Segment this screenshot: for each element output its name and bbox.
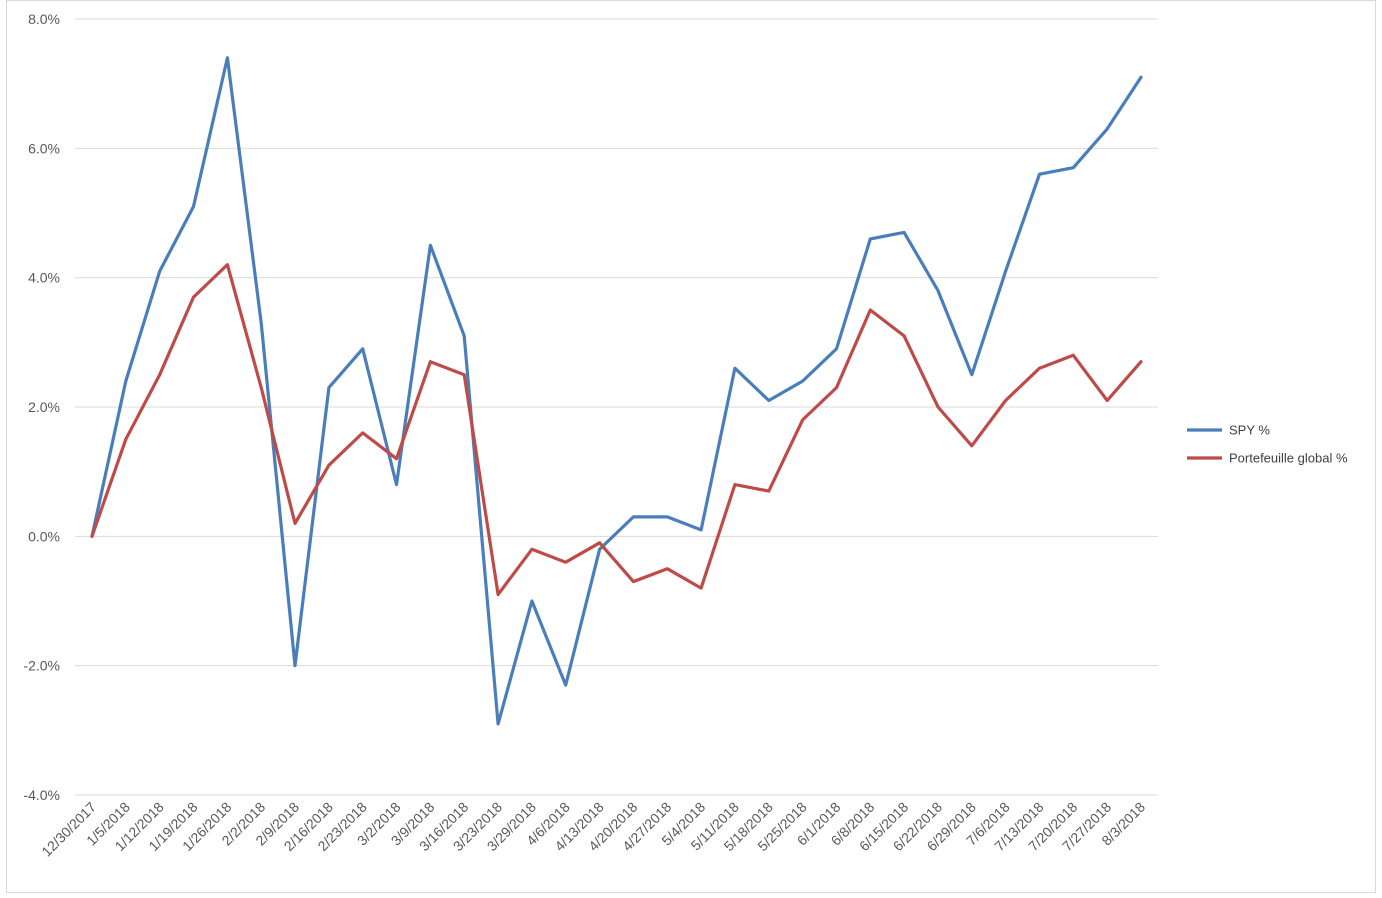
legend-label: SPY % [1229, 423, 1270, 438]
y-axis-ticks: -4.0% -2.0% 0.0% 2.0% 4.0% 6.0% 8.0% [23, 11, 60, 803]
y-tick-label: 2.0% [28, 399, 60, 415]
y-tick-label: 0.0% [28, 528, 60, 544]
y-tick-label: -4.0% [23, 787, 60, 803]
series-line [90, 56, 1143, 726]
legend: SPY % Portefeuille global % [1187, 423, 1348, 466]
y-tick-label: -2.0% [23, 658, 60, 674]
x-axis-ticks: 12/30/20171/5/20181/12/20181/19/20181/26… [38, 799, 1148, 860]
y-tick-label: 6.0% [28, 140, 60, 156]
series-lines [90, 56, 1143, 726]
legend-label: Portefeuille global % [1229, 451, 1348, 466]
y-tick-label: 4.0% [28, 270, 60, 286]
y-tick-label: 8.0% [28, 11, 60, 27]
series-line [90, 263, 1143, 597]
